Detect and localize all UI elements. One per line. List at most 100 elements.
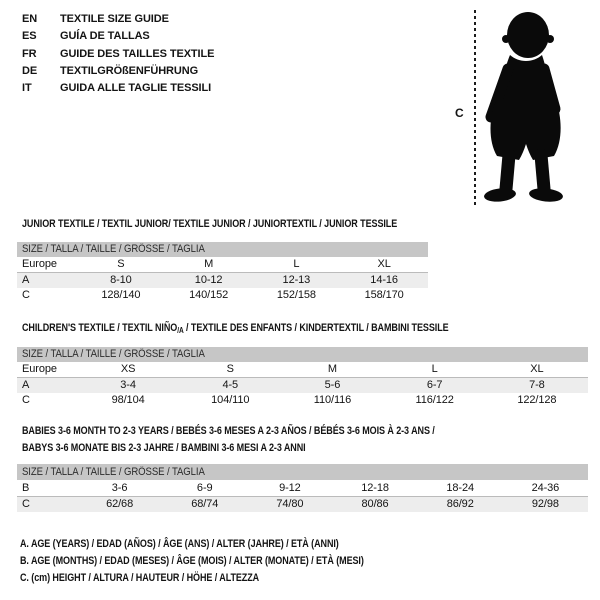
language-code: IT [22, 82, 32, 95]
row-label: C [22, 498, 30, 511]
row-label: A [22, 274, 30, 287]
table-title-segment: CHILDREN'S TEXTILE / TEXTIL NIÑO [22, 322, 178, 334]
legend: A. AGE (YEARS) / EDAD (AÑOS) / ÂGE (ANS)… [20, 536, 439, 588]
size-cell: M [164, 257, 253, 273]
size-header-text: SIZE / TALLA / TAILLE / GRÖSSE / TAGLIA [22, 348, 205, 360]
language-title-list: EN TEXTILE SIZE GUIDE ES GUÍA DE TALLAS FR GU… [22, 11, 214, 97]
height-measure-line [474, 10, 476, 208]
size-cell: 152/158 [276, 289, 316, 302]
size-cell: 8-10 [110, 274, 132, 287]
size-cell: 12-13 [282, 274, 311, 287]
height-measure-label: C [455, 106, 464, 120]
size-cell: L [252, 257, 341, 273]
size-header-text: SIZE / TALLA / TAILLE / GRÖSSE / TAGLIA [22, 466, 205, 478]
size-cell: S [179, 362, 282, 378]
size-cell: 74/80 [276, 498, 304, 511]
table-row: A 3-4 4-5 5-6 6-7 7-8 [17, 377, 588, 393]
language-code: ES [22, 30, 37, 43]
language-row: DE TEXTILGRÖßENFÜHRUNG [22, 63, 214, 80]
table-title-line: CHILDREN'S TEXTILE / TEXTIL NIÑO/A / TEX… [22, 320, 449, 340]
table-row: C 98/104 104/110 110/116 116/122 122/128 [17, 393, 588, 408]
junior-size-table: SIZE / TALLA / TAILLE / GRÖSSE / TAGLIA … [17, 242, 428, 303]
size-cell: M [281, 362, 384, 378]
table-row: B 3-6 6-9 9-12 12-18 18-24 24-36 [17, 480, 588, 497]
table-title-line: BABYS 3-6 MONATE BIS 2-3 JAHRE / BAMBINI… [22, 440, 435, 457]
size-cell: 116/122 [415, 394, 454, 407]
table-row: C 62/68 68/74 74/80 80/86 86/92 92/98 [17, 496, 588, 512]
table-title-segment: /A [177, 326, 184, 335]
language-guide-title: GUIDE DES TAILLES TEXTILE [60, 47, 215, 60]
language-row: ES GUÍA DE TALLAS [22, 28, 214, 45]
table-row: C 128/140 140/152 152/158 158/170 [17, 288, 428, 303]
size-cell: 128/140 [101, 289, 141, 302]
row-label: A [22, 379, 30, 392]
size-cell: 6-9 [162, 480, 248, 497]
language-code: DE [22, 64, 38, 77]
language-guide-title: GUÍA DE TALLAS [60, 30, 150, 43]
size-cell: 158/170 [364, 289, 404, 302]
table-title-line: JUNIOR TEXTILE / TEXTIL JUNIOR/ TEXTILE … [22, 216, 397, 233]
table-row: Europe XS S M L XL [17, 362, 588, 378]
size-cell: 80/86 [361, 498, 389, 511]
size-cell: 3-4 [120, 379, 136, 392]
language-guide-title: TEXTILGRÖßENFÜHRUNG [60, 64, 199, 77]
size-cell: L [383, 362, 486, 378]
baby-silhouette-icon [484, 12, 563, 202]
children-table-title: CHILDREN'S TEXTILE / TEXTIL NIÑO/A / TEX… [22, 320, 542, 340]
children-size-table: SIZE / TALLA / TAILLE / GRÖSSE / TAGLIA … [17, 347, 588, 408]
language-row: FR GUIDE DES TAILLES TEXTILE [22, 46, 214, 63]
size-cell: 62/68 [106, 498, 134, 511]
size-header-bar: SIZE / TALLA / TAILLE / GRÖSSE / TAGLIA [17, 464, 588, 480]
table-title-segment: BABIES 3-6 MONTH TO 2-3 YEARS / BEBÉS 3-… [22, 425, 435, 437]
table-title-line: BABIES 3-6 MONTH TO 2-3 YEARS / BEBÉS 3-… [22, 423, 435, 440]
language-guide-title: TEXTILE SIZE GUIDE [60, 13, 169, 25]
row-label: Europe [17, 257, 77, 273]
size-cell: 3-6 [77, 480, 163, 497]
language-guide-title: GUIDA ALLE TAGLIE TESSILI [60, 82, 212, 95]
size-cell: 12-18 [332, 480, 418, 497]
size-cell: 86/92 [446, 498, 474, 511]
size-cell: S [77, 257, 165, 273]
size-cell: 24-36 [502, 480, 588, 497]
size-cell: 7-8 [529, 379, 545, 392]
language-row: IT GUIDA ALLE TAGLIE TESSILI [22, 80, 214, 97]
babies-table-title: BABIES 3-6 MONTH TO 2-3 YEARS / BEBÉS 3-… [22, 423, 525, 456]
row-label: Europe [17, 362, 77, 378]
size-cell: 92/98 [531, 498, 559, 511]
junior-table-title: JUNIOR TEXTILE / TEXTIL JUNIOR/ TEXTILE … [22, 216, 480, 233]
size-cell: 10-12 [194, 274, 223, 287]
language-code: EN [22, 13, 38, 25]
row-label: C [22, 394, 30, 407]
table-title-segment: BABYS 3-6 MONATE BIS 2-3 JAHRE / BAMBINI… [22, 441, 306, 454]
size-cell: 14-16 [370, 274, 398, 287]
size-cell: 6-7 [426, 379, 443, 392]
size-cell: 5-6 [324, 379, 341, 392]
size-cell: 4-5 [222, 379, 239, 392]
row-label: B [17, 480, 77, 497]
legend-line: B. AGE (MONTHS) / EDAD (MESES) / ÂGE (MO… [20, 555, 364, 568]
size-cell: XL [485, 362, 588, 378]
size-header-bar: SIZE / TALLA / TAILLE / GRÖSSE / TAGLIA [17, 347, 588, 362]
table-title-segment: / TEXTILE DES ENFANTS / KINDERTEXTIL / B… [183, 322, 449, 334]
table-title-segment: JUNIOR TEXTILE / TEXTIL JUNIOR/ TEXTILE … [22, 218, 398, 230]
size-cell: 9-12 [247, 480, 333, 497]
size-cell: 122/128 [517, 394, 557, 407]
table-row: A 8-10 10-12 12-13 14-16 [17, 272, 428, 288]
size-cell: 104/110 [211, 394, 250, 407]
size-cell: 68/74 [191, 498, 219, 511]
size-header-text: SIZE / TALLA / TAILLE / GRÖSSE / TAGLIA [22, 243, 205, 255]
size-header-bar: SIZE / TALLA / TAILLE / GRÖSSE / TAGLIA [17, 242, 428, 257]
language-row: EN TEXTILE SIZE GUIDE [22, 11, 214, 28]
size-cell: 110/116 [313, 394, 352, 407]
table-row: Europe S M L XL [17, 257, 428, 273]
size-cell: 140/152 [189, 289, 229, 302]
babies-size-table: SIZE / TALLA / TAILLE / GRÖSSE / TAGLIA … [17, 464, 588, 512]
legend-line: C. (cm) HEIGHT / ALTURA / HAUTEUR / HÖHE… [20, 572, 260, 585]
language-code: FR [22, 47, 37, 60]
size-cell: 18-24 [417, 480, 503, 497]
size-cell: 98/104 [111, 394, 145, 407]
size-cell: XL [340, 257, 428, 273]
legend-line: A. AGE (YEARS) / EDAD (AÑOS) / ÂGE (ANS)… [20, 538, 339, 550]
row-label: C [22, 289, 30, 302]
